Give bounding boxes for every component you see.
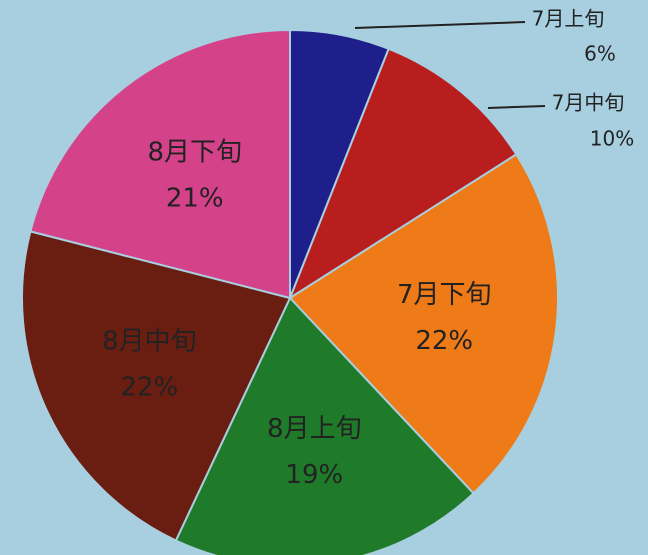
value-label: 22% [415,326,473,356]
pie-slice [29,28,291,300]
pie-slice [174,296,475,555]
slice-label: 7月下旬 [397,280,492,310]
pie-slice [288,153,559,495]
leader-line [487,105,546,109]
value-label: 22% [120,373,178,403]
pie-slice [21,230,292,542]
slice-label: 7月上旬 [532,7,605,31]
slice-label: 8月下旬 [147,138,242,168]
value-label: 10% [590,127,634,151]
value-label: 19% [285,460,343,490]
value-label: 21% [166,184,224,214]
slice-label: 8月上旬 [267,414,362,444]
pie-slice [287,47,518,301]
leader-line [354,21,526,29]
value-label: 6% [584,42,616,66]
slice-label: 8月中旬 [102,327,197,357]
slice-label: 7月中旬 [552,91,625,115]
